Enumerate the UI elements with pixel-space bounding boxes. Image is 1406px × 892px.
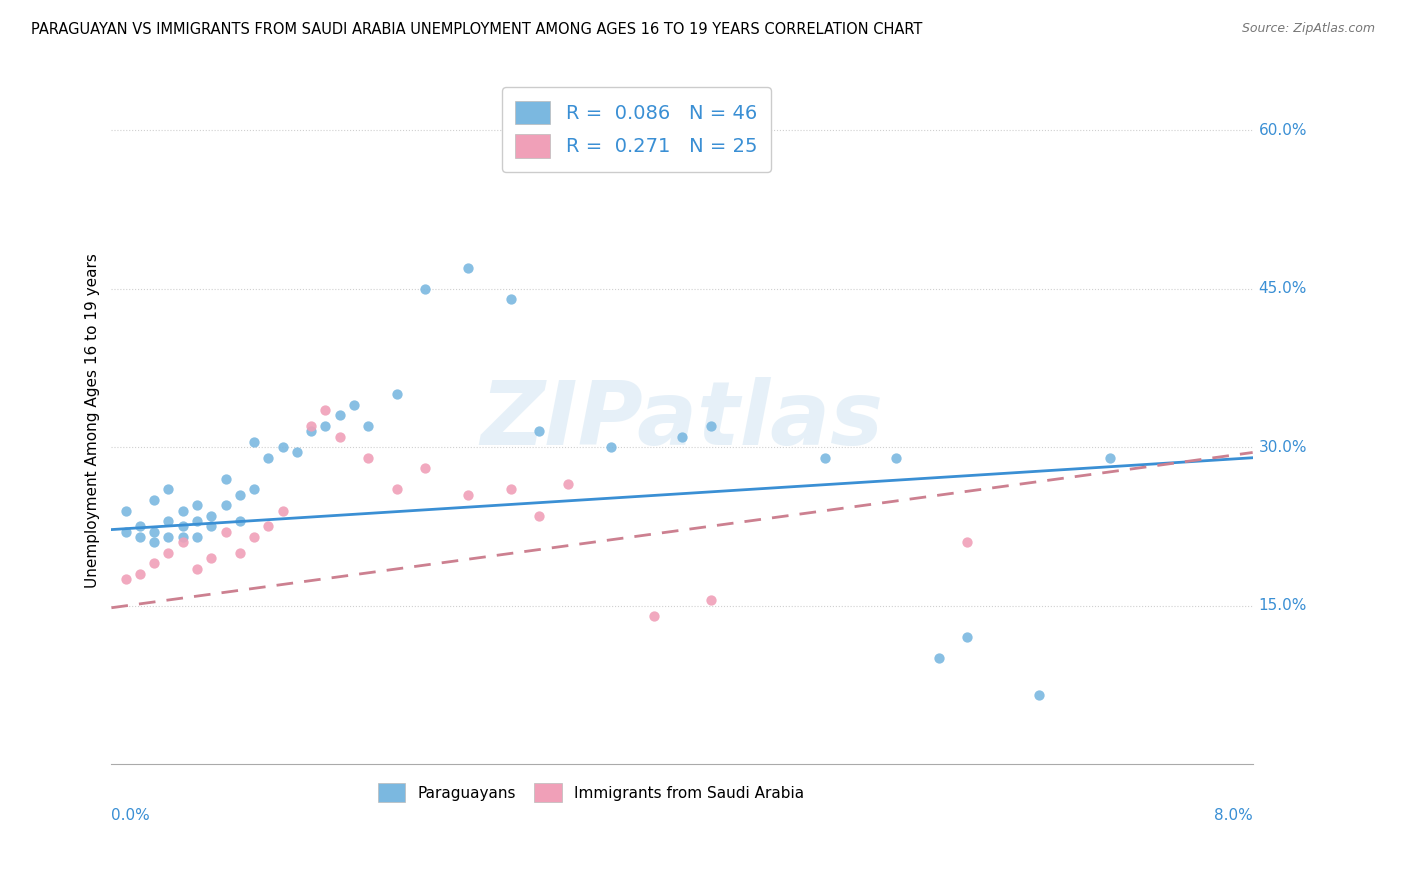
Point	[1028, 689, 1050, 703]
Point	[529, 425, 551, 439]
Point	[172, 503, 194, 517]
Point	[299, 425, 322, 439]
Point	[271, 503, 294, 517]
Point	[229, 514, 252, 528]
Point	[257, 450, 280, 465]
Point	[699, 593, 721, 607]
Point	[186, 514, 208, 528]
Point	[385, 483, 408, 497]
Point	[357, 450, 380, 465]
Point	[457, 260, 479, 275]
Point	[143, 524, 166, 539]
Point	[143, 535, 166, 549]
Text: 0.0%: 0.0%	[111, 808, 150, 823]
Point	[557, 477, 579, 491]
Point	[529, 508, 551, 523]
Text: Source: ZipAtlas.com: Source: ZipAtlas.com	[1241, 22, 1375, 36]
Point	[884, 450, 907, 465]
Point	[599, 440, 621, 454]
Point	[200, 519, 222, 533]
Text: ZIPatlas: ZIPatlas	[481, 377, 883, 464]
Point	[186, 530, 208, 544]
Point	[243, 530, 266, 544]
Point	[643, 609, 665, 624]
Point	[699, 419, 721, 434]
Point	[229, 488, 252, 502]
Legend: Paraguayans, Immigrants from Saudi Arabia: Paraguayans, Immigrants from Saudi Arabi…	[371, 777, 810, 808]
Point	[329, 409, 352, 423]
Text: PARAGUAYAN VS IMMIGRANTS FROM SAUDI ARABIA UNEMPLOYMENT AMONG AGES 16 TO 19 YEAR: PARAGUAYAN VS IMMIGRANTS FROM SAUDI ARAB…	[31, 22, 922, 37]
Point	[129, 530, 152, 544]
Point	[157, 530, 180, 544]
Point	[257, 519, 280, 533]
Point	[285, 445, 308, 459]
Point	[314, 403, 336, 417]
Point	[814, 450, 837, 465]
Point	[214, 524, 236, 539]
Point	[413, 282, 436, 296]
Point	[143, 557, 166, 571]
Point	[1098, 450, 1121, 465]
Text: 30.0%: 30.0%	[1258, 440, 1308, 455]
Point	[457, 488, 479, 502]
Point	[157, 483, 180, 497]
Point	[499, 293, 522, 307]
Point	[314, 419, 336, 434]
Point	[214, 498, 236, 512]
Point	[200, 508, 222, 523]
Point	[229, 546, 252, 560]
Point	[172, 530, 194, 544]
Point	[114, 503, 136, 517]
Text: 45.0%: 45.0%	[1258, 281, 1306, 296]
Point	[357, 419, 380, 434]
Point	[129, 519, 152, 533]
Point	[413, 461, 436, 475]
Point	[956, 535, 979, 549]
Point	[186, 498, 208, 512]
Point	[271, 440, 294, 454]
Y-axis label: Unemployment Among Ages 16 to 19 years: Unemployment Among Ages 16 to 19 years	[86, 253, 100, 588]
Point	[157, 514, 180, 528]
Point	[671, 429, 693, 443]
Point	[499, 483, 522, 497]
Point	[329, 429, 352, 443]
Point	[172, 519, 194, 533]
Point	[243, 434, 266, 449]
Text: 60.0%: 60.0%	[1258, 123, 1308, 137]
Point	[143, 493, 166, 508]
Point	[214, 472, 236, 486]
Point	[114, 524, 136, 539]
Point	[956, 630, 979, 644]
Point	[343, 398, 366, 412]
Point	[385, 387, 408, 401]
Point	[172, 535, 194, 549]
Text: 15.0%: 15.0%	[1258, 599, 1306, 613]
Point	[200, 551, 222, 566]
Point	[186, 562, 208, 576]
Point	[157, 546, 180, 560]
Text: 8.0%: 8.0%	[1213, 808, 1253, 823]
Point	[129, 566, 152, 581]
Point	[243, 483, 266, 497]
Point	[928, 651, 950, 665]
Point	[114, 572, 136, 586]
Point	[299, 419, 322, 434]
